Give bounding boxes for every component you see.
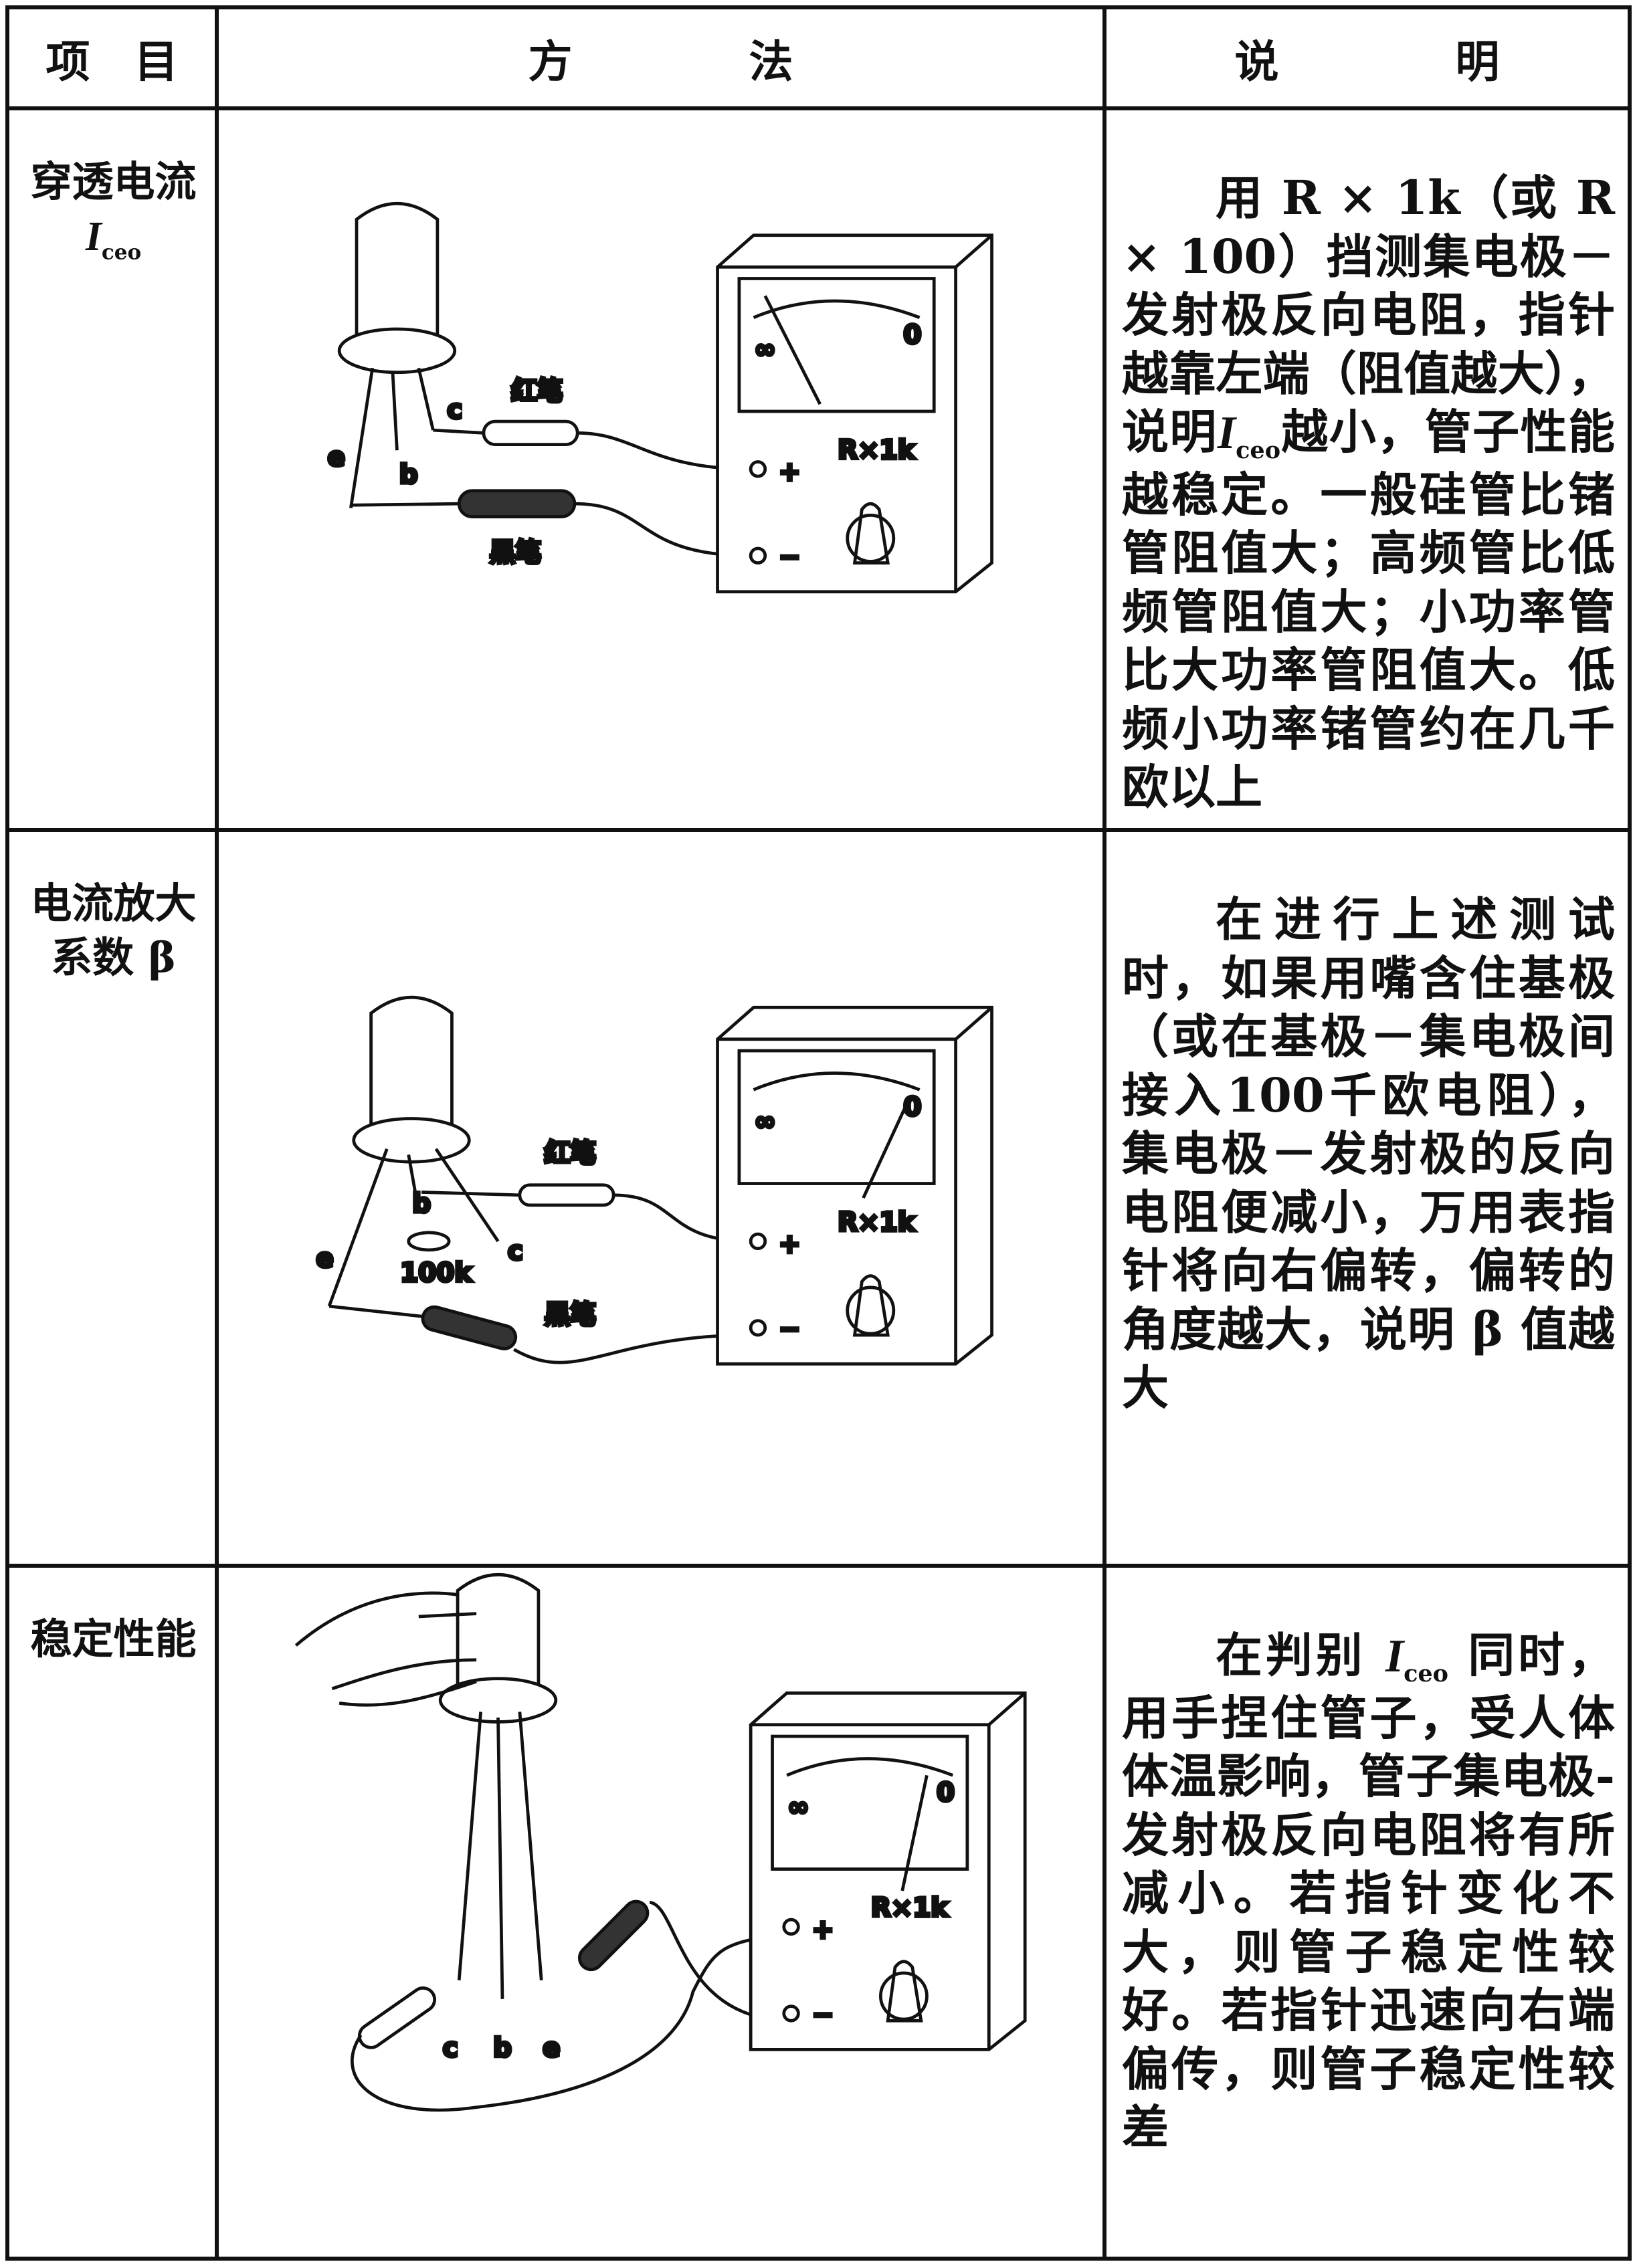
symbol-sub: ceo (1236, 437, 1281, 464)
figure-label: R×1k (838, 1207, 915, 1237)
meter-needle (900, 1774, 929, 1891)
meter-needle (763, 295, 822, 405)
black-probe (457, 489, 577, 518)
item-symbol: Iceo (17, 209, 210, 266)
figure-label: ∞ (755, 334, 776, 365)
header-item: 项 目 (45, 35, 179, 88)
terminal (749, 546, 767, 564)
meter-window (771, 1734, 969, 1871)
transistor-base (352, 1117, 471, 1164)
figure-label: 0 (903, 320, 921, 350)
figure-label: 0 (903, 1092, 921, 1122)
item-name: 电流放大系数 β (30, 879, 197, 982)
figure-label: 红笔 (545, 1138, 597, 1168)
figure-label: e (543, 2033, 560, 2063)
figure-label: c (447, 395, 462, 425)
resistor (407, 1231, 451, 1252)
note-text: 在判别 (1216, 1627, 1385, 1683)
meter-box (749, 1691, 1027, 2051)
meter-box (716, 233, 993, 594)
transistor-body (355, 201, 440, 340)
lead (349, 367, 435, 508)
figure-label: + (779, 457, 801, 487)
terminal (749, 1319, 767, 1337)
figures: R×1k 0 ∞ + − c 红笔 e b 黑笔 R×1k 0 ∞ + − 红笔 b c e 100k 黑笔 R×1k 0 ∞… (294, 201, 1027, 2112)
transistor-base (337, 327, 457, 375)
note-text: 用 R × 1k（或 R × 100）挡测集电极－发射极反向电阻，指针越靠左端（… (1122, 170, 1615, 459)
meter-scale (786, 1757, 954, 1777)
range-knob (852, 502, 890, 564)
symbol: I (1385, 1631, 1404, 1682)
black-probe (357, 1986, 436, 2049)
figure-label: + (779, 1229, 801, 1259)
note-text: 同时，用手捏住管子，受人体体温影响，管子集电极-发射极反向电阻将有所减小。若指针… (1122, 1627, 1615, 2156)
range-knob (852, 1274, 890, 1337)
transistor-body (369, 995, 454, 1129)
figure-label: e (316, 1243, 333, 1273)
figure-label: 0 (937, 1778, 955, 1808)
table-borders (5, 5, 1632, 2261)
wire (328, 1191, 751, 1364)
meter-window (737, 1049, 936, 1185)
figure-label: − (812, 2000, 834, 2030)
header-note: 说 明 (1234, 35, 1500, 88)
figure-label: R×1k (871, 1893, 949, 1924)
figure-label: e (328, 443, 345, 473)
item-name: 稳定性能 (30, 1615, 197, 1663)
item-cell: 穿透电流 Iceo (7, 108, 217, 830)
figure-label: 红笔 (511, 376, 563, 406)
transistor-base (438, 1677, 558, 1724)
symbol: I (85, 213, 102, 260)
black-probe (421, 1305, 518, 1350)
meter-scale (753, 1071, 921, 1092)
figure-label: b (412, 1189, 431, 1219)
red-probe (482, 419, 579, 447)
figure-label: + (812, 1915, 834, 1945)
figure-label: ∞ (787, 1792, 809, 1822)
transistor-body (456, 1573, 541, 1689)
item-cell: 稳定性能 (7, 1566, 217, 2259)
figure-label: R×1k (838, 435, 915, 466)
figure-label: − (779, 542, 801, 573)
figure-label: c (508, 1237, 523, 1267)
note-text: 在进行上述测试时，如果用嘴含住基极（或在基极－集电极间接入100千欧电阻），集电… (1122, 892, 1615, 1415)
item-name: 穿透电流 (30, 157, 197, 206)
hand (294, 1591, 477, 1707)
meter-needle (862, 1103, 908, 1199)
symbol-sub: ceo (101, 239, 142, 264)
note-cell: 在进行上述测试时，如果用嘴含住基极（或在基极－集电极间接入100千欧电阻），集电… (1104, 830, 1630, 1566)
header-method: 方 法 (528, 35, 793, 88)
note-cell: 用 R × 1k（或 R × 100）挡测集电极－发射极反向电阻，指针越靠左端（… (1104, 108, 1630, 830)
knob-ring (879, 1971, 929, 2021)
terminal (749, 1232, 767, 1251)
lead (457, 1712, 543, 1999)
symbol-sub: ceo (1404, 1660, 1449, 1687)
red-probe (518, 1183, 615, 1207)
figure-label: − (779, 1314, 801, 1344)
figure-label: c (443, 2033, 458, 2063)
meter-box (716, 1005, 993, 1366)
item-cell: 电流放大系数 β (7, 830, 217, 1566)
terminal (782, 2004, 800, 2023)
knob-ring (846, 1285, 896, 1336)
meter-window (737, 277, 936, 413)
figure-label: b (399, 460, 418, 490)
terminal (782, 1918, 800, 1936)
terminal (749, 460, 767, 478)
figure-label: 100k (400, 1258, 472, 1288)
knob-ring (846, 514, 896, 563)
range-knob (886, 1960, 923, 2023)
figure-label: b (493, 2033, 512, 2063)
note-text: 越小，管子性能越稳定。一般硅管比锗管阻值大；高频管比低频管阻值大；小功率管比大功… (1122, 404, 1616, 815)
note-cell: 在判别 Iceo 同时，用手捏住管子，受人体体温影响，管子集电极-发射极反向电阻… (1104, 1566, 1630, 2259)
wire (351, 428, 751, 558)
symbol: I (1217, 407, 1236, 459)
figure-label: 黑笔 (545, 1300, 597, 1330)
figure-label: ∞ (755, 1106, 776, 1136)
figure-label: 黑笔 (490, 538, 542, 568)
red-probe (577, 1899, 650, 1972)
